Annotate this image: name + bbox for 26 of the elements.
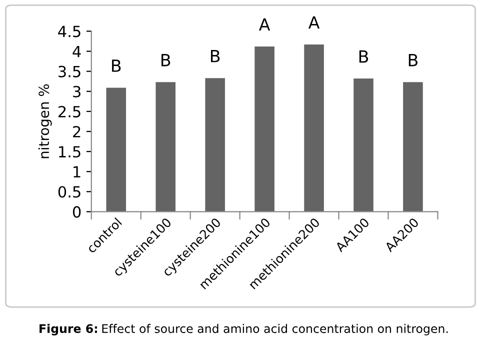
y-tick-label: 1 — [74, 166, 80, 178]
y-tick-label: 4.5 — [58, 26, 80, 38]
annotation: B — [359, 50, 368, 63]
annotation: B — [408, 54, 418, 66]
bar — [205, 78, 225, 212]
y-tick-label: 1.5 — [59, 146, 80, 158]
bar — [254, 46, 274, 212]
y-tick-label: 2 — [73, 126, 80, 138]
annotation: B — [162, 54, 170, 66]
annotation: A — [258, 18, 270, 30]
y-tick-label: 3 — [73, 86, 80, 98]
y-tick-label: 0 — [72, 206, 81, 218]
y-tick-label: 2.5 — [58, 106, 80, 118]
y-tick-label: 3.5 — [58, 66, 80, 78]
bar — [156, 82, 176, 212]
annotation: B — [210, 50, 220, 62]
y-tick-label: 0.5 — [58, 186, 80, 198]
y-tick-label: 4 — [72, 46, 81, 58]
y-axis-title: nitrogen % — [38, 84, 52, 158]
annotation: B — [112, 60, 121, 72]
caption: Figure 6: Effect of source and amino acid concentration on nitrogen. — [40, 324, 448, 336]
bar — [403, 82, 423, 212]
bar — [354, 78, 374, 212]
annotation: A — [308, 16, 320, 28]
bar — [106, 88, 126, 212]
bar — [304, 44, 324, 212]
